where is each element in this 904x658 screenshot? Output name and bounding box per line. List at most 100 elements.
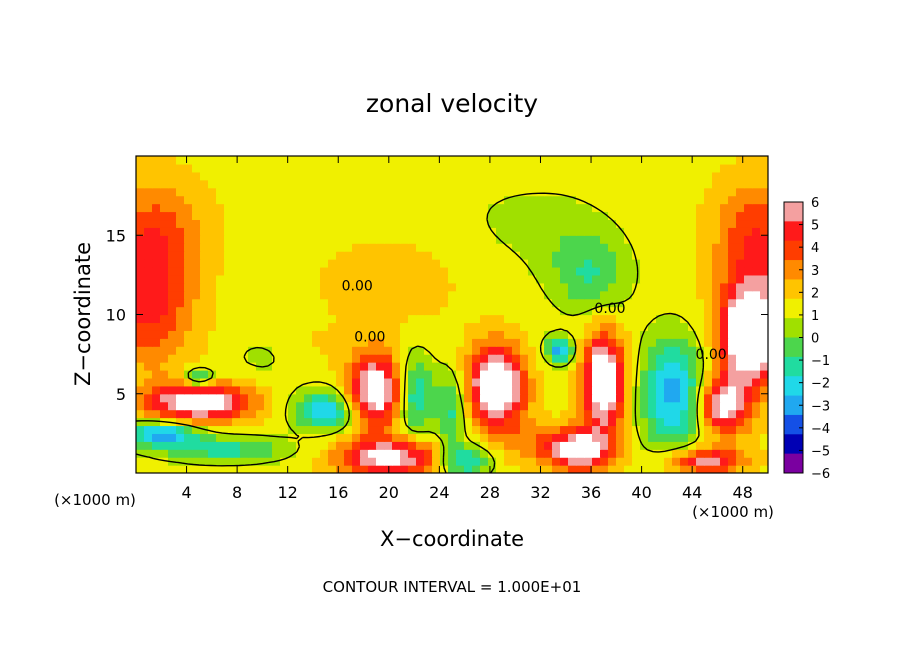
- heatmap-cell: [360, 235, 369, 244]
- heatmap-cell: [464, 409, 473, 419]
- heatmap-cell: [232, 235, 241, 244]
- heatmap-cell: [496, 362, 505, 371]
- heatmap-cell: [536, 219, 545, 228]
- heatmap-cell: [200, 330, 209, 339]
- heatmap-cell: [240, 457, 249, 466]
- heatmap-cell: [240, 211, 249, 221]
- heatmap-cell: [272, 259, 281, 268]
- heatmap-cell: [608, 251, 617, 260]
- heatmap-cell: [528, 171, 537, 181]
- heatmap-cell: [512, 163, 521, 173]
- heatmap-cell: [320, 330, 329, 339]
- heatmap-cell: [576, 179, 585, 189]
- heatmap-cell: [576, 282, 585, 292]
- heatmap-cell: [384, 330, 393, 339]
- heatmap-cell: [256, 290, 265, 300]
- heatmap-cell: [736, 417, 745, 427]
- heatmap-cell: [256, 282, 265, 292]
- heatmap-cell: [576, 346, 585, 355]
- heatmap-cell: [352, 369, 361, 379]
- heatmap-cell: [464, 243, 473, 252]
- heatmap-cell: [560, 306, 569, 316]
- heatmap-cell: [672, 465, 681, 473]
- heatmap-cell: [528, 251, 537, 260]
- heatmap-cell: [704, 171, 713, 181]
- heatmap-cell: [696, 354, 705, 363]
- heatmap-cell: [736, 385, 745, 395]
- heatmap-cell: [304, 417, 313, 427]
- heatmap-cell: [408, 354, 417, 363]
- heatmap-cell: [304, 338, 313, 347]
- heatmap-cell: [352, 290, 361, 300]
- heatmap-cell: [544, 266, 553, 276]
- heatmap-cell: [256, 274, 265, 284]
- heatmap-cell: [568, 274, 577, 284]
- heatmap-cell: [568, 401, 577, 411]
- heatmap-cell: [168, 282, 177, 292]
- heatmap-cell: [720, 243, 729, 252]
- heatmap-cell: [264, 465, 273, 473]
- heatmap-cell: [608, 306, 617, 316]
- heatmap-cell: [400, 211, 409, 221]
- heatmap-cell: [288, 243, 297, 252]
- heatmap-cell: [296, 274, 305, 284]
- heatmap-cell: [280, 457, 289, 466]
- heatmap-cell: [208, 330, 217, 339]
- heatmap-cell: [744, 322, 753, 331]
- heatmap-cell: [384, 179, 393, 189]
- heatmap-cell: [360, 330, 369, 339]
- heatmap-cell: [224, 377, 233, 387]
- heatmap-cell: [280, 195, 289, 205]
- heatmap-cell: [488, 243, 497, 252]
- heatmap-cell: [440, 251, 449, 260]
- heatmap-cell: [464, 362, 473, 371]
- heatmap-cell: [256, 298, 265, 308]
- heatmap-cell: [488, 369, 497, 379]
- heatmap-cell: [736, 306, 745, 316]
- heatmap-cell: [680, 251, 689, 260]
- heatmap-cell: [656, 251, 665, 260]
- heatmap-cell: [456, 465, 465, 473]
- heatmap-cell: [560, 156, 569, 165]
- heatmap-cell: [464, 219, 473, 228]
- heatmap-cell: [136, 369, 145, 379]
- heatmap-cell: [752, 266, 761, 276]
- heatmap-cell: [688, 266, 697, 276]
- heatmap-cell: [568, 393, 577, 403]
- heatmap-cell: [648, 259, 657, 268]
- heatmap-cell: [584, 362, 593, 371]
- heatmap-cell: [232, 306, 241, 316]
- heatmap-cell: [256, 219, 265, 228]
- heatmap-cell: [208, 282, 217, 292]
- heatmap-cell: [496, 449, 505, 458]
- heatmap-cell: [680, 401, 689, 411]
- heatmap-cell: [712, 290, 721, 300]
- heatmap-cell: [544, 298, 553, 308]
- heatmap-cell: [176, 338, 185, 347]
- heatmap-cell: [368, 409, 377, 419]
- heatmap-cell: [400, 219, 409, 228]
- heatmap-cell: [552, 362, 561, 371]
- heatmap-cell: [752, 195, 761, 205]
- heatmap-cell: [232, 156, 241, 165]
- heatmap-cell: [240, 409, 249, 419]
- heatmap-cell: [144, 219, 153, 228]
- heatmap-cell: [640, 330, 649, 339]
- heatmap-cell: [528, 314, 537, 324]
- heatmap-cell: [560, 274, 569, 284]
- heatmap-cell: [632, 449, 641, 458]
- heatmap-cell: [160, 457, 169, 466]
- heatmap-cell: [608, 338, 617, 347]
- heatmap-cell: [568, 417, 577, 427]
- heatmap-cell: [248, 346, 257, 355]
- heatmap-cell: [336, 362, 345, 371]
- heatmap-cell: [432, 393, 441, 403]
- heatmap-cell: [336, 266, 345, 276]
- heatmap-cell: [560, 251, 569, 260]
- heatmap-cell: [408, 385, 417, 395]
- heatmap-cell: [440, 457, 449, 466]
- heatmap-cell: [512, 401, 521, 411]
- heatmap-cell: [496, 369, 505, 379]
- heatmap-cell: [192, 211, 201, 221]
